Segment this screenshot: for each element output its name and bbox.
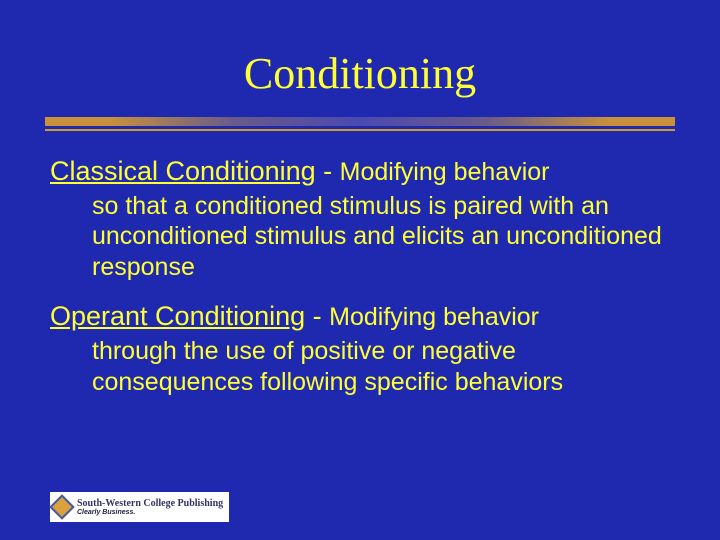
definition-block: Classical Conditioning - Modifying behav… [50, 155, 670, 282]
title-divider [45, 117, 675, 131]
definition-lead: Modifying behavior [329, 303, 539, 331]
term-line: Operant Conditioning - Modifying behavio… [50, 300, 670, 334]
logo-main-text: South-Western College Publishing [77, 499, 223, 509]
term-separator: - [305, 301, 329, 331]
logo-text: South-Western College Publishing Clearly… [77, 499, 223, 516]
diamond-icon [49, 494, 74, 519]
term-name: Classical Conditioning [50, 156, 316, 186]
publisher-logo: South-Western College Publishing Clearly… [50, 492, 229, 522]
divider-underline [45, 129, 675, 131]
definition-body: so that a conditioned stimulus is paired… [50, 189, 670, 283]
divider-gradient-bar [45, 117, 675, 126]
definition-block: Operant Conditioning - Modifying behavio… [50, 300, 670, 397]
definition-body: through the use of positive or negative … [50, 334, 670, 397]
definition-lead: Modifying behavior [340, 158, 550, 186]
slide-title: Conditioning [0, 0, 720, 117]
term-line: Classical Conditioning - Modifying behav… [50, 155, 670, 189]
logo-sub-text: Clearly Business. [77, 509, 223, 516]
term-separator: - [316, 156, 340, 186]
slide-body: Classical Conditioning - Modifying behav… [0, 149, 720, 397]
term-name: Operant Conditioning [50, 301, 305, 331]
